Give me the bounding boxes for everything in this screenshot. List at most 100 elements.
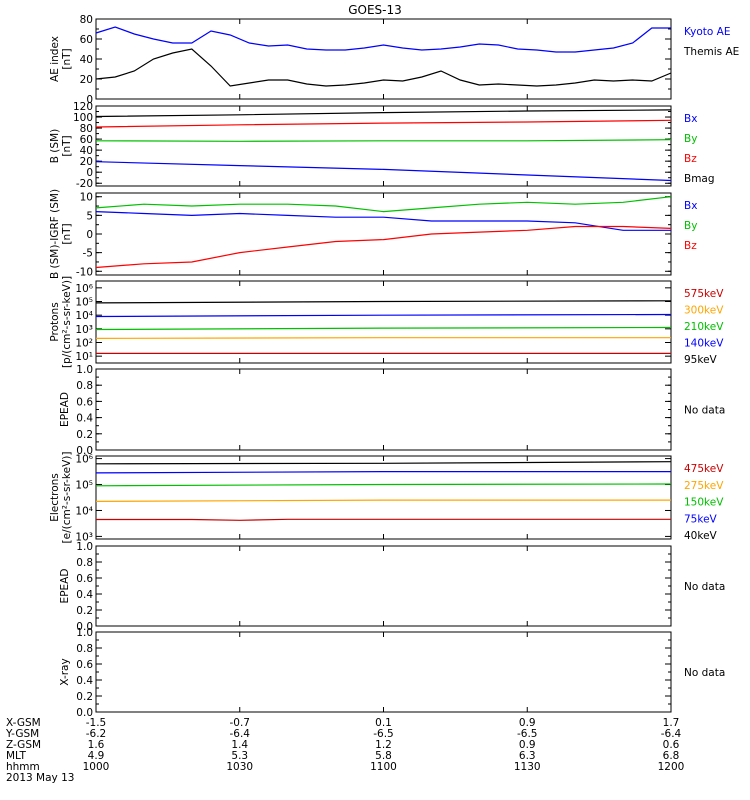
y-tick-label: 20 [80,156,93,168]
y-tick-label: 0.4 [76,589,93,601]
y-axis-label: Protons [49,302,61,341]
y-tick-label: 40 [80,145,93,157]
y-tick-label: -5 [83,248,93,260]
y-tick-label: 0.0 [76,621,93,633]
series-line-140kev [95,313,672,318]
x-axis-value: 1130 [514,761,541,773]
y-tick-label: 0.8 [76,380,93,392]
x-axis-value: 1100 [370,761,397,773]
panel-frame [95,545,672,627]
x-axis-value: 6.8 [663,750,680,762]
series-line-210kev [95,326,672,331]
x-axis-value: 0.9 [519,717,536,729]
y-tick-label: 0 [86,167,93,179]
legend-entry: Kyoto AE [684,26,730,38]
x-axis-value: 1.4 [231,739,248,751]
legend-entry: 210keV [684,321,724,333]
y-tick-label: 0.8 [76,557,93,569]
y-axis-label: EPEAD [59,569,71,604]
panel-frame [95,368,672,451]
y-tick-label: 60 [80,34,93,46]
y-axis-units: [nT] [61,223,73,244]
y-tick-label: 5 [86,210,93,222]
y-tick-label: 80 [80,123,93,135]
x-axis-value: 1030 [226,761,253,773]
series-line-95kev [95,300,672,304]
legend-entry: 140keV [684,338,724,350]
panel-xray: 0.0 0.2 0.4 0.6 0.8 1.0 X-ray No data [59,627,725,719]
series-line-75kev [95,471,671,474]
y-axis-label: X-ray [59,658,71,685]
legend-entry: By [684,220,697,232]
x-axis-value: -1.5 [86,717,107,729]
panel-frame [95,105,672,187]
x-axis-row-label: hhmm [6,761,40,773]
legend-entry: 275keV [684,480,724,492]
y-tick-label: 10 [80,192,93,204]
legend-entry: Bx [684,113,697,125]
series-line-475kev [96,518,671,521]
x-axis-value: 5.3 [231,750,248,762]
legend-entry: No data [684,405,725,417]
y-tick-label: 0.4 [76,675,93,687]
y-tick-label: 10⁴ [75,310,93,322]
x-axis-value: 5.8 [375,750,392,762]
legend-entry: Bmag [684,173,715,185]
y-tick-label: 0.0 [76,445,93,457]
series-line-kyoto-ae [95,26,671,53]
y-tick-label: 0.4 [76,413,93,425]
x-axis-value: 4.9 [88,750,105,762]
y-axis-units: [nT] [61,135,73,156]
series-line-bx [95,211,671,231]
x-axis-row-label: Z-GSM [6,739,41,751]
panel-frame [95,18,672,100]
y-tick-label: 1.0 [76,627,93,639]
x-axis-value: -6.4 [661,728,682,740]
panel-ae: 0 20 40 60 80 AE index [nT] Kyoto AE Themis AE [49,14,739,106]
chart-title: GOES-13 [348,3,402,17]
x-axis-value: -6.5 [373,728,394,740]
y-tick-label: 120 [73,101,93,113]
x-axis-value: -6.4 [230,728,251,740]
x-axis-value: 1200 [658,761,685,773]
y-tick-label: 80 [80,14,93,26]
y-tick-label: 1.0 [76,364,93,376]
y-tick-label: 0.6 [76,396,93,408]
series-line-themis-ae [95,48,672,87]
y-tick-label: 10⁶ [75,283,93,295]
x-axis-value: 1.6 [88,739,105,751]
legend-entry: 40keV [684,530,718,542]
series-line-bz [95,225,672,269]
y-tick-label: 100 [73,112,93,124]
panel-epead1: 0.0 0.2 0.4 0.6 0.8 1.0 EPEAD No data [59,364,725,457]
series-line-40kev [95,461,672,465]
y-tick-label: 10⁵ [75,480,93,492]
legend-entry: Bz [684,240,697,252]
x-axis-value: 1000 [83,761,110,773]
y-tick-label: 40 [80,54,93,66]
y-tick-label: 0.8 [76,643,93,655]
series-line-275kev [95,499,671,502]
x-axis-value: -0.7 [230,717,251,729]
y-axis-label: B (SM)-IGRF (SM) [49,189,61,279]
x-axis-value: -6.5 [517,728,538,740]
legend-entry: 95keV [684,354,718,366]
panel-frame [95,280,672,364]
legend-entry: Themis AE [683,46,739,58]
y-axis-label: Electrons [49,473,61,522]
y-tick-label: 10⁵ [75,297,93,309]
y-tick-label: 0.6 [76,659,93,671]
legend-entry: Bz [684,153,697,165]
y-axis-units: [p/(cm²-s-sr-keV)] [61,276,73,368]
series-line-by [95,139,672,142]
x-axis-value: 0.9 [519,739,536,751]
panel-frame [95,631,672,713]
series-line-bz [95,119,672,128]
x-axis-value: 1.7 [663,717,680,729]
legend-entry: 300keV [684,305,724,317]
y-tick-label: 0.2 [76,429,93,441]
y-tick-label: 10³ [75,531,93,543]
